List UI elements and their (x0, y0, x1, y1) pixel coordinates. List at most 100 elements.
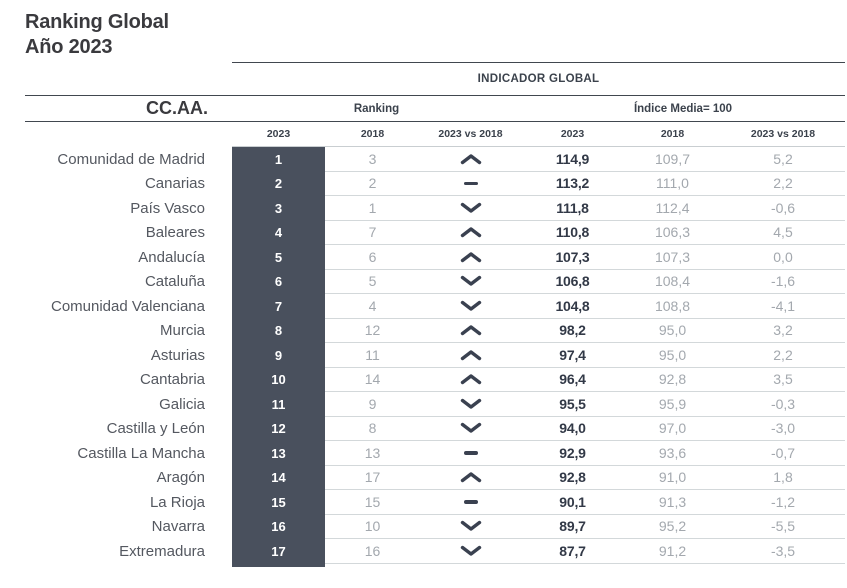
community-name: Cantabria (139, 371, 205, 389)
trend-cell (420, 515, 521, 539)
indice-2018-cell: 95,9 (624, 392, 721, 417)
indice-2023-cell: 89,7 (521, 515, 624, 539)
trend-cell (420, 539, 521, 564)
community-name: Comunidad de Madrid (57, 150, 205, 168)
indice-2023-cell: 106,8 (521, 270, 624, 294)
indice-change-cell: -0,6 (721, 196, 845, 221)
down-chevron-icon (460, 423, 481, 433)
down-chevron-icon (460, 398, 481, 409)
community-name: Asturias (150, 346, 205, 364)
rank-2023-cell: 2 (232, 171, 325, 196)
indice-2018-cell: 95,2 (624, 515, 721, 539)
rank-2023-cell: 8 (232, 318, 325, 343)
indicador-global-header: INDICADOR GLOBAL (232, 62, 845, 95)
indice-2018-cell: 108,8 (624, 294, 721, 319)
indice-2023-cell: 114,9 (521, 147, 624, 172)
rank-2023-cell: 5 (232, 245, 325, 270)
down-chevron-icon (460, 276, 481, 286)
dash-icon (463, 181, 478, 185)
indice-2018-cell: 95,0 (624, 343, 721, 368)
rank-2018-cell: 12 (325, 319, 420, 343)
community-name: Galicia (159, 395, 205, 413)
trend-cell (420, 294, 521, 319)
rank-2023-cell: 3 (232, 196, 325, 221)
indice-2018-cell: 93,6 (624, 441, 721, 466)
indice-change-cell: -1,2 (721, 490, 845, 515)
rank-2023-cell: 7 (232, 294, 325, 319)
col-header-idx-2023: 2023 (521, 122, 624, 147)
col-header-idx-change: 2023 vs 2018 (721, 122, 845, 147)
indice-2023-cell: 96,4 (521, 368, 624, 392)
up-chevron-icon (460, 252, 481, 262)
rank-2023-cell: 16 (232, 514, 325, 539)
down-chevron-icon (460, 521, 481, 531)
community-name: Baleares (145, 224, 205, 242)
rank-2023-cell: 10 (232, 367, 325, 392)
indice-change-cell: -0,3 (721, 392, 845, 417)
community-name: Aragón (156, 469, 205, 487)
rank-2023-cell: 11 (232, 392, 325, 417)
rank-2018-cell: 2 (325, 172, 420, 196)
indice-change-cell: 2,2 (721, 172, 845, 196)
col-header-rank-change: 2023 vs 2018 (420, 122, 521, 147)
community-name: Andalucía (138, 248, 205, 266)
indice-2018-cell: 95,0 (624, 319, 721, 343)
community-name: Canarias (144, 175, 205, 193)
rank-2018-cell: 1 (325, 196, 420, 221)
dash-icon (463, 451, 478, 455)
ccaa-header: CC.AA. (25, 95, 232, 122)
page-title-line1: Ranking Global (25, 11, 169, 33)
col-header-rank-2023: 2023 (232, 122, 325, 147)
community-name: Comunidad Valenciana (51, 297, 205, 315)
rank-2018-cell: 16 (325, 539, 420, 564)
indice-2023-cell: 87,7 (521, 539, 624, 564)
indice-change-cell: 3,5 (721, 368, 845, 392)
indice-2018-cell: 91,2 (624, 539, 721, 564)
trend-cell (420, 221, 521, 245)
page-title: Ranking Global Año 2023 (25, 10, 169, 60)
up-chevron-icon (460, 374, 481, 385)
indice-change-cell: 5,2 (721, 147, 845, 172)
rank-2023-cell: 14 (232, 465, 325, 490)
community-name: País Vasco (130, 199, 205, 217)
indice-2023-cell: 92,8 (521, 466, 624, 490)
rank-column-footer (232, 563, 325, 567)
indice-change-cell: 1,8 (721, 466, 845, 490)
trend-cell (420, 319, 521, 343)
indice-change-cell: -5,5 (721, 515, 845, 539)
indice-change-cell: 2,2 (721, 343, 845, 368)
community-name: Murcia (159, 322, 205, 340)
trend-cell (420, 270, 521, 294)
rank-2018-cell: 7 (325, 221, 420, 245)
rank-2023-cell: 13 (232, 441, 325, 466)
trend-cell (420, 441, 521, 466)
indice-2023-cell: 111,8 (521, 196, 624, 221)
indice-change-cell: -0,7 (721, 441, 845, 466)
rank-2023-cell: 15 (232, 490, 325, 515)
down-chevron-icon (460, 545, 481, 556)
rank-2023-cell: 4 (232, 220, 325, 245)
rank-2018-cell: 11 (325, 343, 420, 368)
trend-cell (420, 417, 521, 441)
trend-cell (420, 172, 521, 196)
community-name: Navarra (151, 518, 205, 536)
indice-2018-cell: 91,0 (624, 466, 721, 490)
indice-subgroup-header: Índice Media= 100 (521, 95, 845, 122)
col-header-idx-2018: 2018 (624, 122, 721, 147)
indice-2023-cell: 104,8 (521, 294, 624, 319)
indice-change-cell: -3,0 (721, 417, 845, 441)
rank-2018-cell: 9 (325, 392, 420, 417)
indice-2018-cell: 107,3 (624, 245, 721, 270)
dash-icon (463, 500, 478, 504)
indice-2023-cell: 97,4 (521, 343, 624, 368)
indice-change-cell: -1,6 (721, 270, 845, 294)
rank-2018-cell: 6 (325, 245, 420, 270)
rank-2018-cell: 15 (325, 490, 420, 515)
ranking-subgroup-header: Ranking (232, 95, 521, 122)
community-name: Castilla La Mancha (77, 444, 205, 462)
rank-2018-cell: 14 (325, 368, 420, 392)
rank-2023-cell: 17 (232, 539, 325, 564)
indice-change-cell: 4,5 (721, 221, 845, 245)
up-chevron-icon (460, 472, 481, 483)
